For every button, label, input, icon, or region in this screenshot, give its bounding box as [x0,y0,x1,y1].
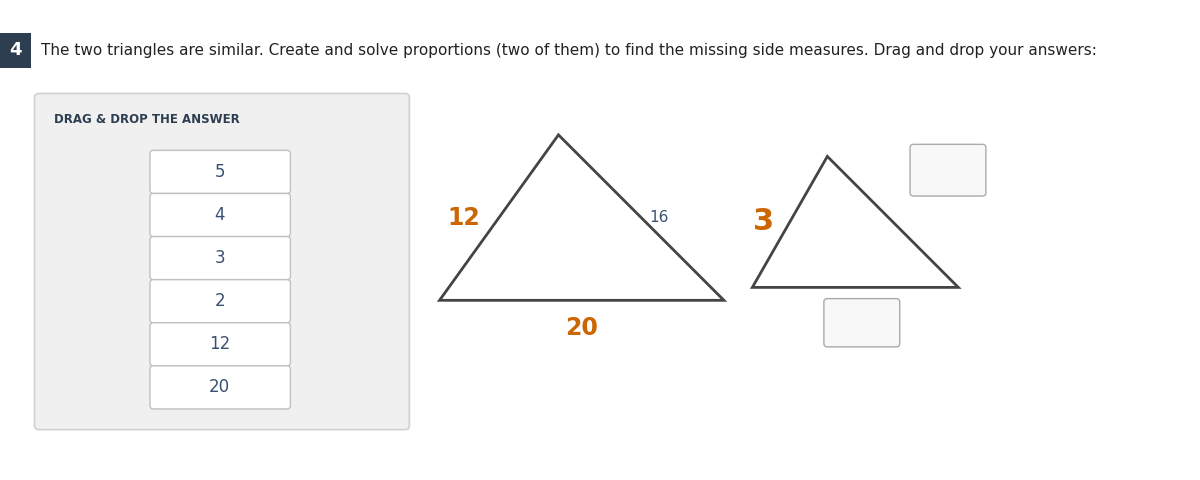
FancyBboxPatch shape [35,94,409,430]
Text: 3: 3 [754,207,774,237]
Text: 4: 4 [10,41,22,60]
FancyBboxPatch shape [150,323,290,366]
Text: The two triangles are similar. Create and solve proportions (two of them) to fin: The two triangles are similar. Create an… [41,43,1097,58]
FancyBboxPatch shape [0,33,31,68]
FancyBboxPatch shape [824,299,900,347]
Text: 12: 12 [209,335,230,353]
FancyBboxPatch shape [150,237,290,280]
Text: 2: 2 [215,292,226,310]
Text: 4: 4 [215,206,226,224]
FancyBboxPatch shape [150,150,290,193]
FancyBboxPatch shape [150,366,290,409]
Text: DRAG & DROP THE ANSWER: DRAG & DROP THE ANSWER [54,113,240,126]
Text: 5: 5 [215,163,226,181]
FancyBboxPatch shape [150,280,290,323]
Text: 12: 12 [448,205,480,229]
Text: 3: 3 [215,249,226,267]
FancyBboxPatch shape [910,144,986,196]
FancyBboxPatch shape [150,193,290,237]
Text: 16: 16 [650,210,670,225]
Text: 20: 20 [565,316,598,340]
Text: 20: 20 [209,378,230,396]
